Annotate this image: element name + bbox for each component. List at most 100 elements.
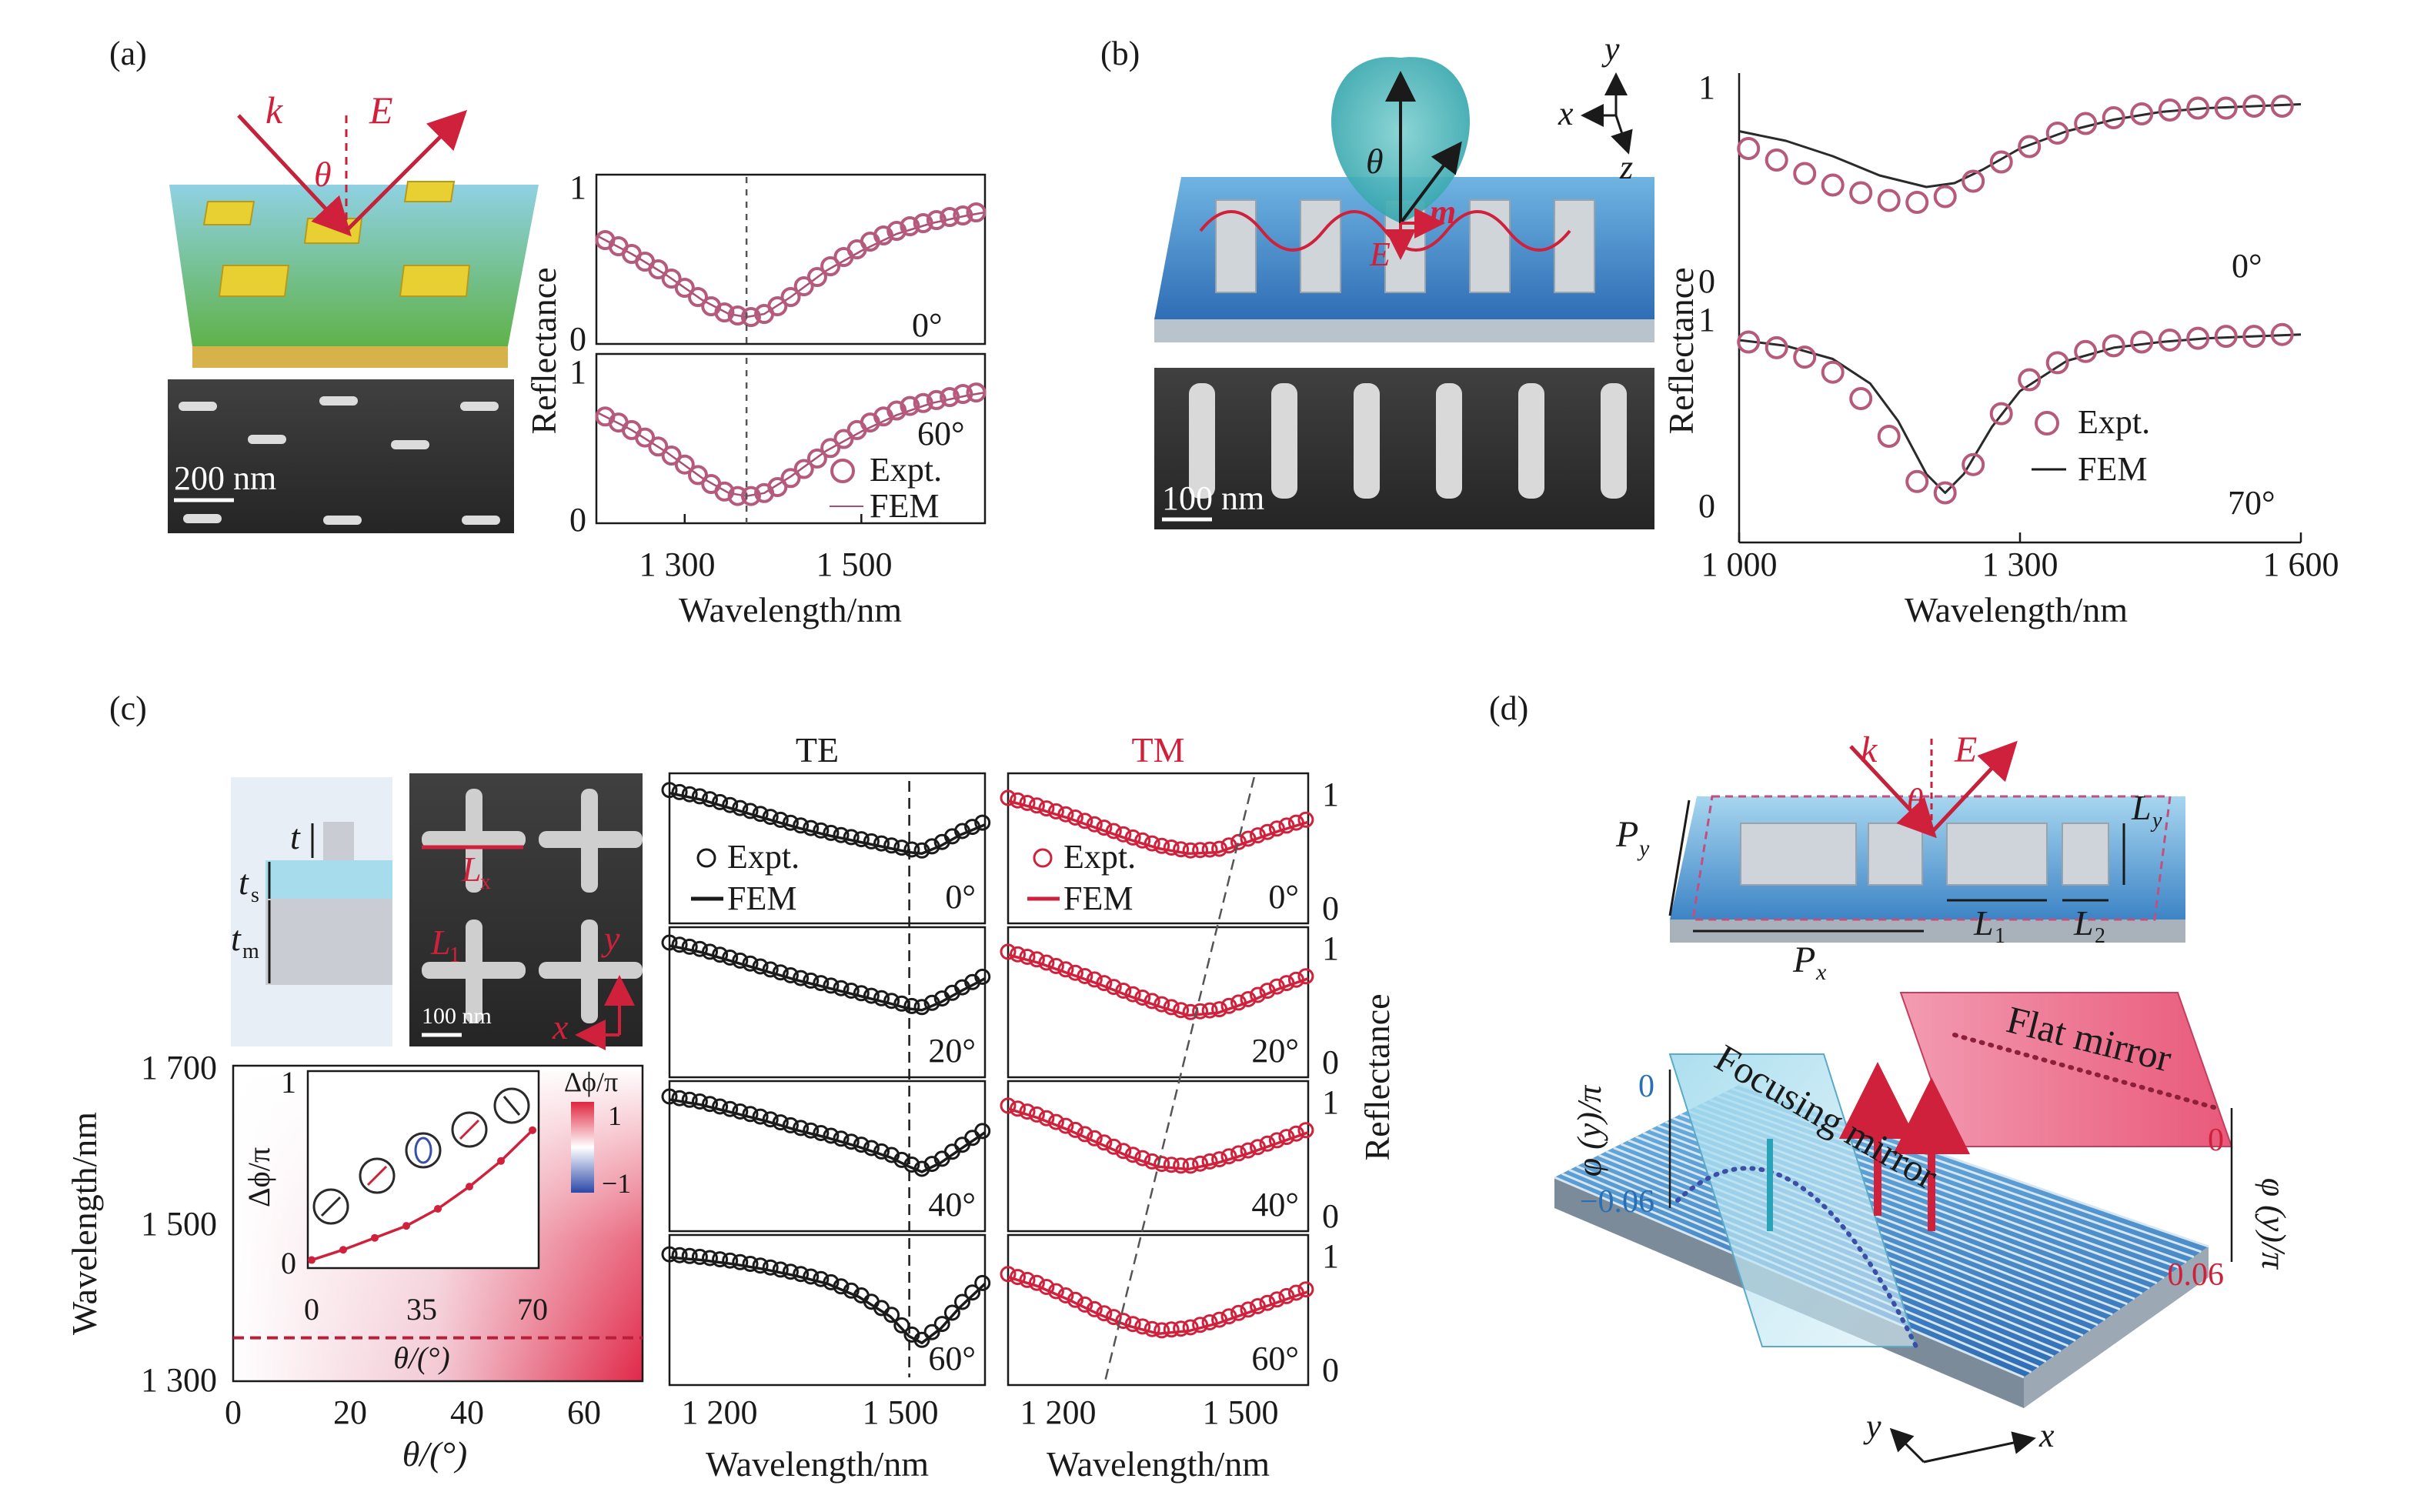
c-te-expt-point bbox=[702, 1250, 718, 1267]
a-ytick: 0 bbox=[569, 320, 586, 358]
c-te-expt-point bbox=[933, 1316, 950, 1333]
c-tm-expt-point bbox=[1047, 957, 1064, 974]
b-expt-point bbox=[2158, 329, 2182, 352]
d-reflected-ray bbox=[1930, 740, 2018, 834]
c-inset-point bbox=[308, 1256, 316, 1264]
c-tm-ytick: 1 bbox=[1322, 930, 1339, 967]
c-tm-expt-point bbox=[1211, 1001, 1228, 1018]
d-left-tick: −0.06 bbox=[1580, 1184, 1654, 1220]
c-tm-expt-point bbox=[1010, 792, 1026, 809]
d-incident-ray bbox=[1849, 745, 1937, 839]
b-expt-point bbox=[1765, 335, 1788, 359]
c-ytick: 1 300 bbox=[141, 1361, 217, 1399]
c-tm-expt-point bbox=[1124, 1147, 1141, 1163]
b-expt-point bbox=[2018, 368, 2042, 392]
d-block bbox=[1868, 823, 1923, 886]
c-te-expt-point bbox=[974, 814, 991, 831]
c-tm-expt-point bbox=[1278, 1129, 1295, 1146]
c-tm-expt-point bbox=[1134, 990, 1151, 1006]
d-x-label: x bbox=[2038, 1417, 2055, 1454]
a-legend-expt: Expt. bbox=[870, 451, 942, 489]
c-tm-expt-point bbox=[1211, 1151, 1228, 1168]
a-expt-point bbox=[886, 400, 907, 421]
a-theta-label: θ bbox=[314, 155, 332, 194]
b-expt-point bbox=[2102, 334, 2125, 358]
c-tm-expt-point bbox=[1077, 968, 1093, 984]
c-te-expt-point bbox=[681, 938, 698, 955]
c-ytick: 1 500 bbox=[141, 1205, 217, 1243]
panel-c-label: (c) bbox=[109, 689, 147, 727]
c-tm-expt-point bbox=[1163, 1321, 1180, 1338]
b-m-label: m bbox=[1430, 193, 1456, 231]
b-expt-point bbox=[2130, 102, 2154, 125]
c-tm-expt-point bbox=[1047, 1283, 1064, 1300]
c-tm-expt-point bbox=[1173, 841, 1190, 858]
c-tm-expt-point bbox=[1144, 1320, 1160, 1337]
c-te-expt-point bbox=[923, 994, 940, 1011]
c-te-angle-label: 20° bbox=[928, 1032, 976, 1070]
c-te-expt-point bbox=[742, 803, 759, 819]
d-right-tick: 0.06 bbox=[2168, 1257, 2225, 1293]
c-te-expt-point bbox=[702, 791, 718, 808]
d-k-label: k bbox=[1861, 729, 1878, 770]
c-tm-expt-point bbox=[1182, 1319, 1199, 1336]
panel-b-schematic: θ m E y x z bbox=[1154, 30, 1654, 342]
c-tm-expt-point bbox=[1259, 1294, 1276, 1311]
c-tm-expt-point bbox=[1019, 795, 1036, 811]
a-expt-point bbox=[820, 438, 841, 459]
d-left-axis-label: φ (y)/π bbox=[1571, 1084, 1608, 1177]
b-slab-side bbox=[1154, 319, 1654, 342]
c-tm-expt-point bbox=[1086, 1130, 1103, 1147]
c-Lx-label: L bbox=[461, 849, 482, 889]
c-tm-expt-point bbox=[1154, 996, 1170, 1013]
panel-b-sem: 100 nm bbox=[1154, 368, 1654, 529]
c-te-expt-point bbox=[974, 1274, 991, 1291]
b-sem-bar bbox=[1518, 383, 1544, 499]
b-expt-point bbox=[2186, 326, 2210, 350]
a-expt-point bbox=[714, 481, 735, 502]
b-sem-bar bbox=[1354, 383, 1380, 499]
a-expt-point bbox=[674, 454, 695, 475]
c-te-expt-point bbox=[823, 1127, 840, 1144]
c-inset-xtick: 70 bbox=[517, 1292, 548, 1327]
c-polar-circle bbox=[359, 1157, 396, 1194]
a-subplot-frame bbox=[595, 173, 987, 345]
c-tm-expt-point bbox=[1173, 1320, 1190, 1337]
d-block bbox=[1946, 823, 2048, 886]
d-Ly-label: L bbox=[2131, 788, 2152, 827]
c-tm-expt-point bbox=[1077, 1296, 1093, 1313]
c-te-expt-point bbox=[873, 1143, 890, 1160]
c-tm-expt-point bbox=[1230, 1304, 1247, 1321]
a-expt-point bbox=[886, 221, 907, 241]
a-xtick: 1 300 bbox=[639, 546, 716, 583]
panel-a: (a) k E θ bbox=[109, 35, 987, 629]
b-expt-point bbox=[1933, 481, 1957, 505]
c-polar-circle bbox=[405, 1132, 442, 1169]
c-xtick: 40 bbox=[450, 1394, 484, 1431]
c-polar-circle bbox=[312, 1188, 349, 1225]
a-expt-point bbox=[833, 429, 854, 449]
d-Py-marker bbox=[1668, 799, 1691, 916]
d-y-arrow bbox=[1889, 1427, 1925, 1464]
c-tm-legend-expt-marker bbox=[1033, 848, 1053, 868]
c-inset-xtick: 35 bbox=[406, 1292, 437, 1327]
d-left-tick: 0 bbox=[1638, 1069, 1654, 1104]
c-colormap-chart: Wavelength/nm θ/(°) 1 300 1 500 1 700 0 … bbox=[65, 1049, 644, 1474]
c-te-expt-point bbox=[954, 1293, 970, 1310]
c-tm-expt-point bbox=[1067, 1291, 1083, 1308]
panel-c: (c) t t s t m L x bbox=[65, 689, 1397, 1484]
d-x-arrow bbox=[1923, 1431, 2036, 1464]
c-te-subplot-frame bbox=[668, 1080, 987, 1233]
c-te-expt-point bbox=[691, 1248, 708, 1265]
b-k-arrow bbox=[1399, 141, 1462, 225]
c-te-expt-point bbox=[813, 975, 830, 992]
d-surface-side-right bbox=[2024, 1247, 2209, 1408]
a-expt-point bbox=[806, 448, 827, 469]
c-colorbar-max: 1 bbox=[608, 1100, 622, 1131]
c-polar-circle bbox=[451, 1111, 488, 1148]
b-expt-point bbox=[1905, 469, 1929, 493]
a-expt-point bbox=[740, 486, 761, 506]
b-expt-point bbox=[2214, 325, 2238, 349]
a-expt-point bbox=[780, 468, 801, 489]
c-tm-expt-point bbox=[1211, 1311, 1228, 1328]
